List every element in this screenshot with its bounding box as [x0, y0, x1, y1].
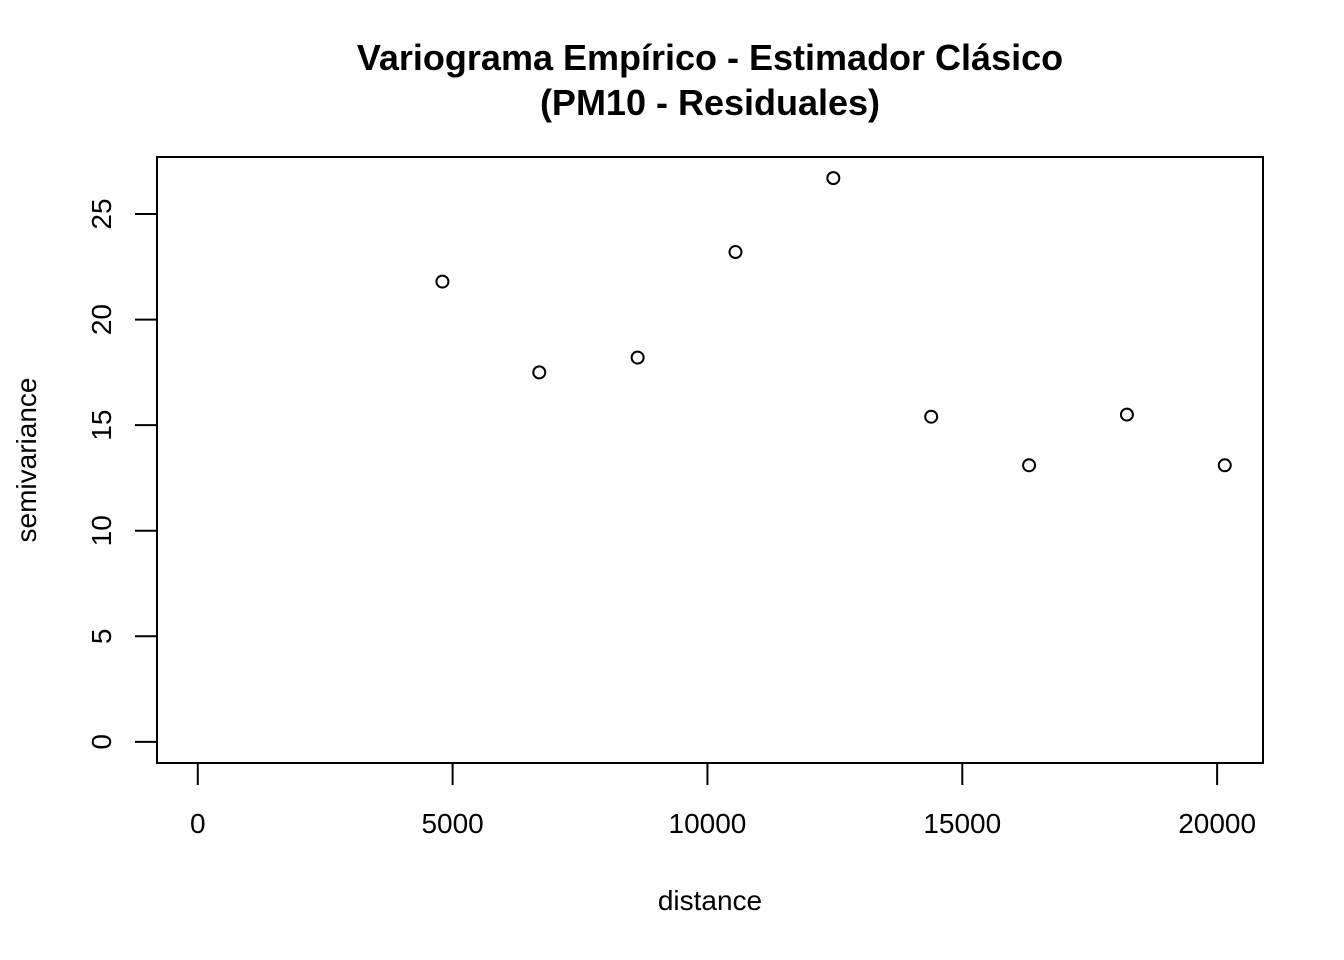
y-tick-label: 10: [86, 515, 117, 546]
data-point: [728, 245, 743, 260]
x-axis-label: distance: [658, 885, 762, 916]
y-tick-label: 0: [86, 734, 117, 750]
data-point: [435, 274, 450, 289]
chart-title-line-2: (PM10 - Residuales): [540, 82, 880, 123]
x-tick-label: 15000: [923, 808, 1001, 839]
data-point: [826, 171, 841, 186]
x-tick-label: 0: [190, 808, 206, 839]
y-tick-label: 25: [86, 198, 117, 229]
x-axis: 0 5000 10000 15000 20000: [190, 762, 1256, 839]
data-point: [630, 350, 645, 365]
data-point: [1217, 458, 1232, 473]
y-axis-label: semivariance: [11, 378, 42, 543]
data-point: [532, 365, 547, 380]
y-axis: 0 5 10 15 20 25: [86, 198, 158, 750]
data-point: [924, 409, 939, 424]
x-tick-label: 20000: [1178, 808, 1256, 839]
data-point: [1119, 407, 1134, 422]
y-tick-label: 5: [86, 629, 117, 645]
data-point: [1022, 458, 1037, 473]
chart-title-line-1: Variograma Empírico - Estimador Clásico: [357, 37, 1063, 78]
y-tick-label: 15: [86, 410, 117, 441]
y-tick-label: 20: [86, 304, 117, 335]
x-tick-label: 10000: [669, 808, 747, 839]
data-points: [435, 171, 1232, 473]
x-tick-label: 5000: [421, 808, 483, 839]
plot-frame: [156, 156, 1264, 764]
